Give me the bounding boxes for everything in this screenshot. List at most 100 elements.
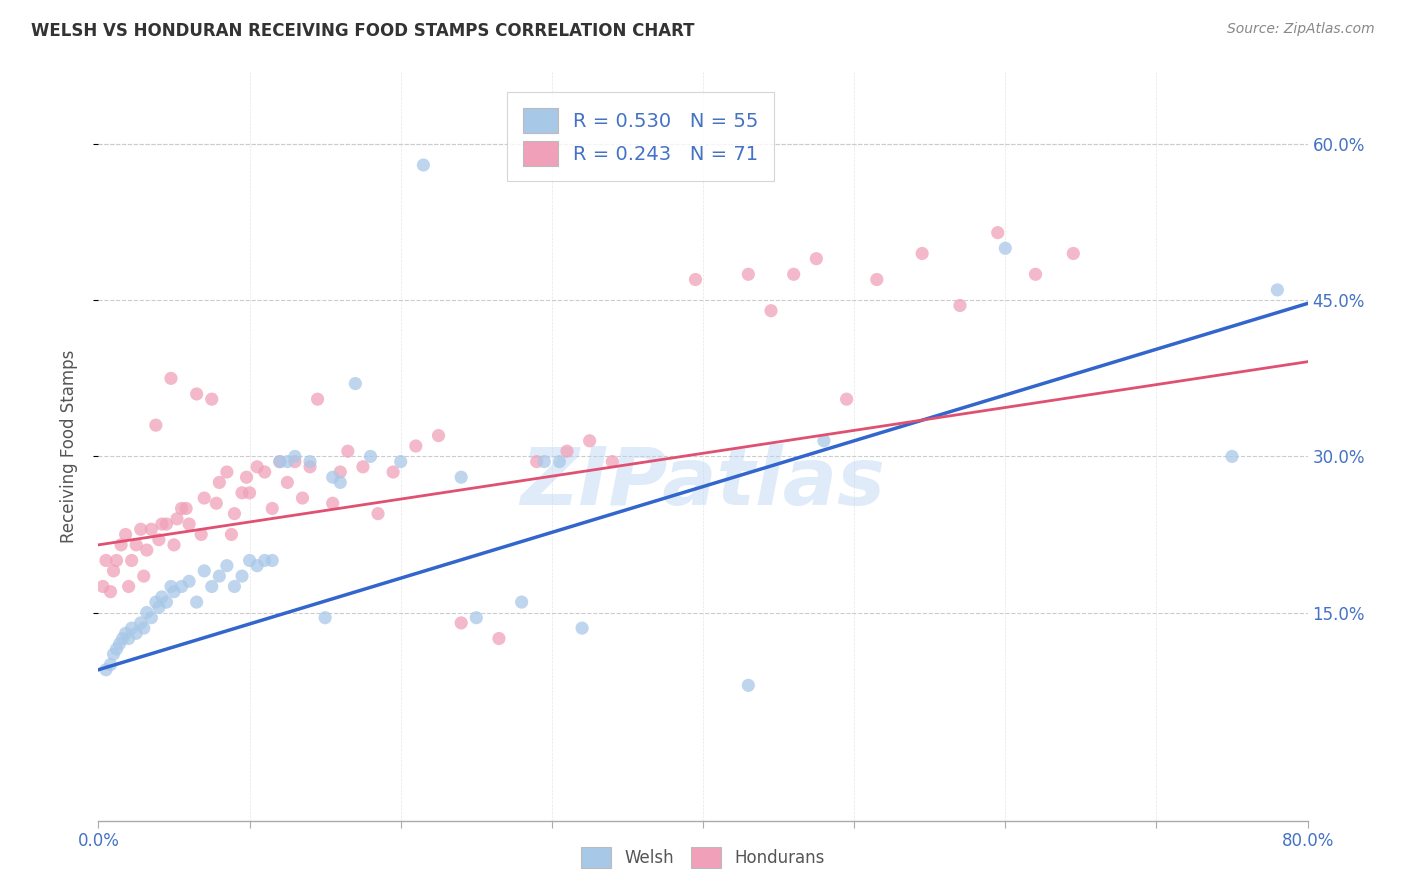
Point	[224, 580, 246, 594]
Point	[835, 392, 858, 407]
Point	[329, 465, 352, 479]
Point	[427, 428, 450, 442]
Point	[121, 553, 143, 567]
Point	[170, 580, 193, 594]
Point	[215, 558, 238, 573]
Legend: R = 0.530   N = 55, R = 0.243   N = 71: R = 0.530 N = 55, R = 0.243 N = 71	[508, 92, 775, 181]
Point	[367, 507, 389, 521]
Point	[105, 642, 128, 657]
Point	[105, 553, 128, 567]
Point	[911, 246, 934, 260]
Point	[813, 434, 835, 448]
Point	[866, 272, 889, 286]
Point	[108, 637, 131, 651]
Point	[141, 522, 163, 536]
Point	[465, 611, 488, 625]
Point	[360, 450, 382, 464]
Point	[246, 459, 269, 474]
Point	[994, 241, 1017, 255]
Point	[239, 485, 262, 500]
Point	[253, 553, 276, 567]
Point	[100, 584, 122, 599]
Point	[110, 538, 132, 552]
Point	[179, 574, 201, 589]
Point	[450, 470, 472, 484]
Point	[179, 517, 201, 532]
Point	[150, 590, 173, 604]
Point	[135, 543, 157, 558]
Point	[405, 439, 427, 453]
Point	[94, 553, 117, 567]
Text: ZIPatlas: ZIPatlas	[520, 444, 886, 523]
Point	[155, 517, 177, 532]
Point	[336, 444, 359, 458]
Point	[246, 558, 269, 573]
Point	[224, 507, 246, 521]
Point	[1062, 246, 1084, 260]
Point	[231, 569, 253, 583]
Point	[163, 538, 186, 552]
Point	[269, 455, 291, 469]
Point	[208, 569, 231, 583]
Point	[276, 475, 298, 490]
Point	[148, 600, 170, 615]
Point	[150, 517, 173, 532]
Point	[190, 527, 212, 541]
Point	[533, 455, 555, 469]
Point	[548, 455, 571, 469]
Point	[299, 455, 322, 469]
Point	[118, 632, 141, 646]
Point	[132, 569, 155, 583]
Point	[314, 611, 336, 625]
Point	[160, 580, 183, 594]
Point	[389, 455, 412, 469]
Point	[284, 455, 307, 469]
Point	[571, 621, 593, 635]
Point	[235, 470, 257, 484]
Text: WELSH VS HONDURAN RECEIVING FOOD STAMPS CORRELATION CHART: WELSH VS HONDURAN RECEIVING FOOD STAMPS …	[31, 22, 695, 40]
Point	[949, 299, 972, 313]
Point	[352, 459, 374, 474]
Point	[299, 459, 322, 474]
Point	[205, 496, 228, 510]
Point	[276, 455, 298, 469]
Text: Source: ZipAtlas.com: Source: ZipAtlas.com	[1227, 22, 1375, 37]
Point	[737, 678, 759, 692]
Point	[163, 584, 186, 599]
Point	[307, 392, 329, 407]
Point	[160, 371, 183, 385]
Point	[284, 450, 307, 464]
Point	[121, 621, 143, 635]
Point	[578, 434, 600, 448]
Point	[510, 595, 533, 609]
Point	[322, 470, 344, 484]
Point	[685, 272, 707, 286]
Point	[118, 580, 141, 594]
Point	[253, 465, 276, 479]
Point	[291, 491, 314, 505]
Point	[170, 501, 193, 516]
Point	[94, 663, 117, 677]
Point	[145, 595, 167, 609]
Point	[166, 512, 188, 526]
Point	[737, 268, 759, 282]
Point	[201, 392, 224, 407]
Point	[344, 376, 367, 391]
Point	[114, 626, 136, 640]
Point	[1220, 450, 1243, 464]
Point	[262, 553, 284, 567]
Point	[488, 632, 510, 646]
Point	[602, 455, 624, 469]
Point	[239, 553, 262, 567]
Point	[145, 418, 167, 433]
Point	[201, 580, 224, 594]
Point	[322, 496, 344, 510]
Point	[526, 455, 548, 469]
Point	[155, 595, 177, 609]
Point	[125, 538, 148, 552]
Point	[125, 626, 148, 640]
Point	[1024, 268, 1046, 282]
Point	[186, 595, 208, 609]
Point	[262, 501, 284, 516]
Point	[193, 491, 215, 505]
